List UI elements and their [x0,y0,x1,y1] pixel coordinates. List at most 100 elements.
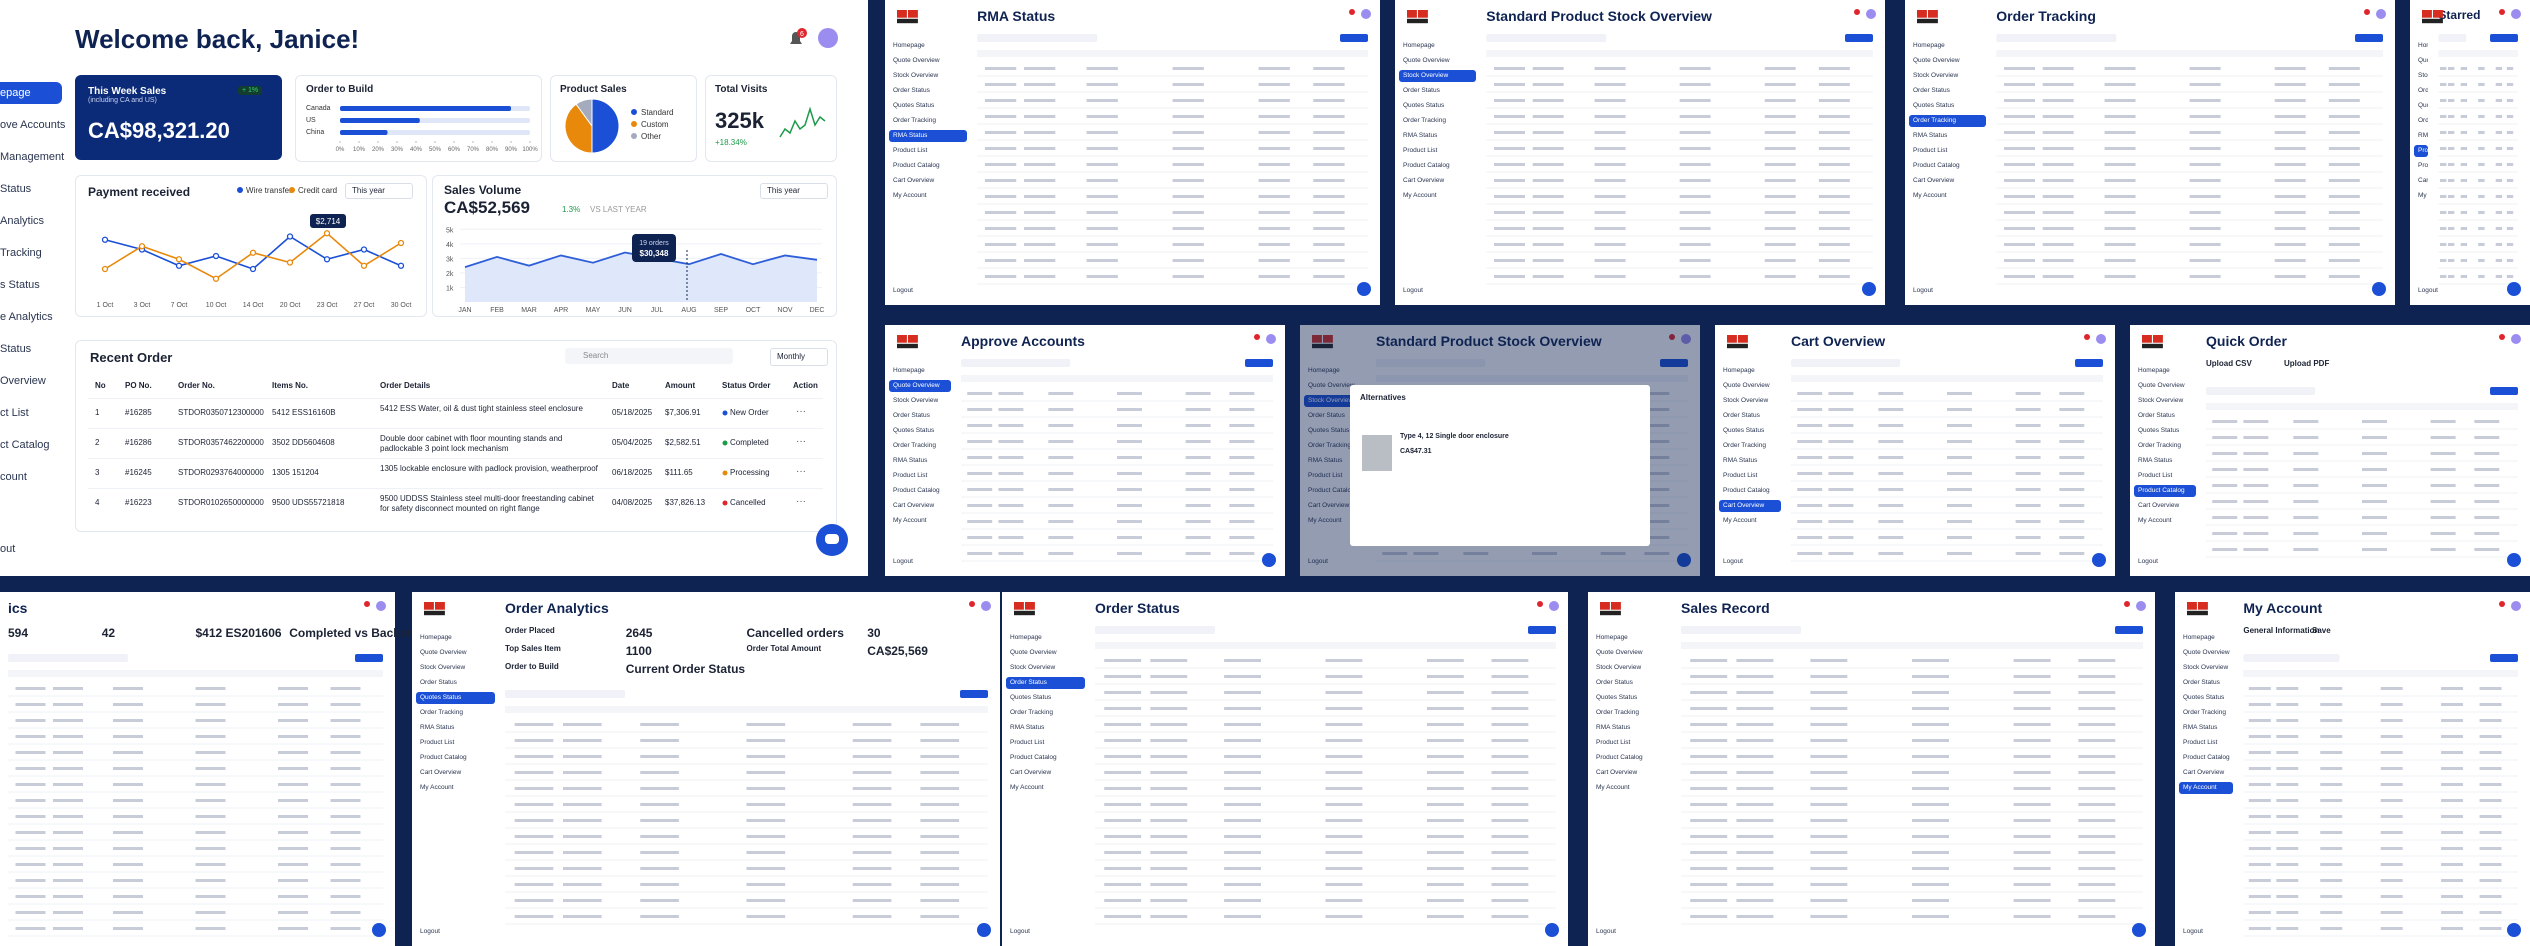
sidebar-item[interactable]: My Account [2138,517,2172,524]
sidebar-item[interactable]: Product Catalog [1010,754,1057,761]
sidebar-item[interactable]: My Account [1010,784,1044,791]
sidebar-item[interactable]: Order Tracking [1308,442,1351,449]
sidebar-item[interactable]: Cart Overview [1596,769,1638,776]
sidebar-item[interactable]: Quotes Status [1723,427,1765,434]
sidebar-item[interactable]: Homepage [1308,367,1340,374]
sidebar-item[interactable]: Cart Overview [1719,500,1781,512]
sidebar-item[interactable]: RMA Status [2418,132,2429,139]
sidebar-item[interactable]: Analytics [0,215,45,227]
sidebar-item[interactable]: Stock Overview [1723,397,1769,404]
sidebar-item[interactable]: My Account [893,192,927,199]
sidebar-item[interactable]: RMA Status [1010,724,1045,731]
sidebar-item[interactable]: RMA Status [1308,457,1343,464]
sidebar-item[interactable]: ct Catalog [0,439,50,451]
sidebar-item[interactable]: Product List [1010,739,1045,746]
sidebar-item[interactable]: Order Tracking [893,442,936,449]
sidebar-item[interactable]: My Account [420,784,454,791]
sidebar-item[interactable]: Quotes Status [1403,102,1445,109]
sidebar-item[interactable]: Order Status [1596,679,1633,686]
sidebar-item[interactable]: Homepage [1723,367,1755,374]
sidebar-item[interactable]: Order Status [893,87,930,94]
sidebar-item[interactable]: Quotes Status [2183,694,2225,701]
sidebar-item[interactable]: Stock Overview [1399,70,1477,82]
sidebar-item[interactable]: My Account [1403,192,1437,199]
sidebar-item[interactable]: Quotes Status [2418,102,2428,109]
sidebar-item[interactable]: Homepage [1010,634,1042,641]
logout[interactable]: Logout [420,928,440,935]
sidebar-item[interactable]: Homepage [1596,634,1628,641]
sidebar-item[interactable]: RMA Status [2138,457,2173,464]
sidebar-item[interactable]: Product Catalog [1723,487,1770,494]
sidebar-item[interactable]: Product Catalog [1308,487,1355,494]
sidebar-item[interactable]: Quotes Status [893,427,935,434]
sidebar-item[interactable]: Order Status [1913,87,1950,94]
sidebar-item[interactable]: Order Status [1308,412,1345,419]
sidebar-item[interactable]: Quote Overview [1913,57,1960,64]
sidebar-item[interactable]: Order Tracking [1723,442,1766,449]
sidebar-item[interactable]: Quote Overview [2183,649,2230,656]
sidebar-item[interactable]: Product List [2414,145,2429,157]
sidebar-item[interactable]: Product List [420,739,455,746]
logout[interactable]: Logout [893,558,913,565]
sidebar-item[interactable]: Homepage [2418,42,2428,49]
sidebar-item[interactable]: Order Tracking [2418,117,2429,124]
sidebar-item[interactable]: RMA Status [1596,724,1631,731]
sidebar-item[interactable]: Product List [1723,472,1758,479]
sidebar-item[interactable]: My Account [893,517,927,524]
sidebar-item[interactable]: Cart Overview [1403,177,1445,184]
sidebar-item[interactable]: Order Status [2183,679,2220,686]
sidebar-item[interactable]: Homepage [2138,367,2170,374]
sidebar-item[interactable]: Quote Overview [2138,382,2185,389]
sidebar-item[interactable]: Cart Overview [1308,502,1350,509]
logout[interactable]: Logout [1403,287,1423,294]
sidebar-item[interactable]: Quotes Status [416,692,495,704]
sidebar-item[interactable]: Quote Overview [2418,57,2428,64]
sidebar-item[interactable]: RMA Status [420,724,455,731]
sidebar-item[interactable]: Tracking [0,247,42,259]
sidebar-item[interactable]: Status [0,343,32,355]
sidebar-item[interactable]: Product Catalog [1403,162,1450,169]
sidebar-item[interactable]: Product Catalog [1913,162,1960,169]
logout[interactable]: Logout [2138,558,2158,565]
sidebar-item[interactable]: Stock Overview [893,397,939,404]
sidebar-item[interactable]: Cart Overview [1010,769,1052,776]
sidebar-item[interactable]: Order Status [893,412,930,419]
sidebar-item[interactable]: RMA Status [1913,132,1948,139]
sidebar-item[interactable]: out [0,543,16,555]
sidebar-item[interactable]: Cart Overview [420,769,462,776]
sidebar-item[interactable]: RMA Status [893,457,928,464]
sidebar-item[interactable]: My Account [1913,192,1947,199]
sidebar-item[interactable]: Quotes Status [893,102,935,109]
sidebar-item[interactable]: Product List [1596,739,1631,746]
sidebar-item[interactable]: Order Status [1403,87,1440,94]
sidebar-item[interactable]: Product List [893,472,928,479]
sidebar-item[interactable]: Status [0,183,32,195]
sidebar-item[interactable]: Quotes Status [1010,694,1052,701]
sidebar-item[interactable]: Order Tracking [893,117,936,124]
logout[interactable]: Logout [1913,287,1933,294]
sidebar-item[interactable]: Stock Overview [2183,664,2229,671]
sidebar-item[interactable]: count [0,471,27,483]
sidebar-item[interactable]: e Analytics [0,311,53,323]
logout[interactable]: Logout [1723,558,1743,565]
sidebar-item[interactable]: Quote Overview [1723,382,1770,389]
sidebar-item[interactable]: RMA Status [889,130,968,142]
sidebar-item[interactable]: RMA Status [1723,457,1758,464]
sidebar-item[interactable]: Product List [1308,472,1343,479]
sidebar-item[interactable]: My Account [1723,517,1757,524]
logout[interactable]: Logout [1308,558,1328,565]
sidebar-item[interactable]: Quote Overview [1010,649,1057,656]
sidebar-item[interactable]: Homepage [893,367,925,374]
sidebar-item[interactable]: Order Tracking [420,709,463,716]
sidebar-item[interactable]: Quote Overview [1308,382,1355,389]
sidebar-item[interactable]: RMA Status [2183,724,2218,731]
sidebar-item[interactable]: Order Tracking [2138,442,2181,449]
sidebar-item[interactable]: Cart Overview [2418,177,2429,184]
sidebar-item[interactable]: Quotes Status [1308,427,1350,434]
logout[interactable]: Logout [2418,287,2438,294]
sidebar-item[interactable]: Order Status [420,679,457,686]
sidebar-item[interactable]: Homepage [1913,42,1945,49]
sidebar-item[interactable]: Product Catalog [893,487,940,494]
sidebar-item[interactable]: Homepage [1403,42,1435,49]
logout[interactable]: Logout [1596,928,1616,935]
